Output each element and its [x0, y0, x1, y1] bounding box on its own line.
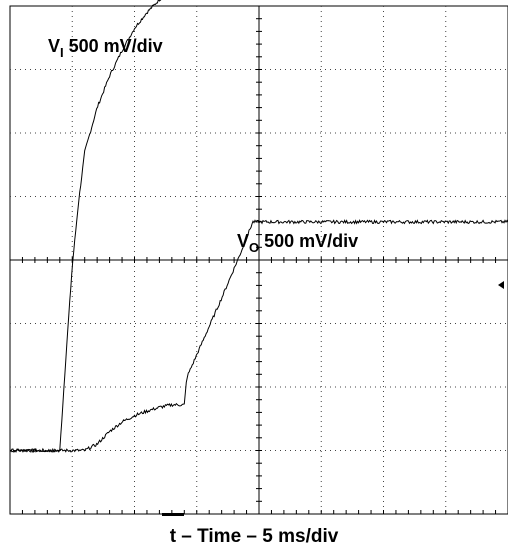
grid [9, 5, 508, 515]
x-axis-label: t – Time – 5 ms/div [169, 526, 339, 547]
series-label-vo: VO 500 mV/div [237, 231, 358, 255]
trace-line-1 [9, 219, 508, 454]
series-label-vi: VI 500 mV/div [48, 36, 163, 60]
traces [9, 0, 508, 454]
x-position-marker [162, 513, 184, 516]
trigger-marker [498, 281, 504, 289]
trace-line-0 [9, 0, 162, 453]
